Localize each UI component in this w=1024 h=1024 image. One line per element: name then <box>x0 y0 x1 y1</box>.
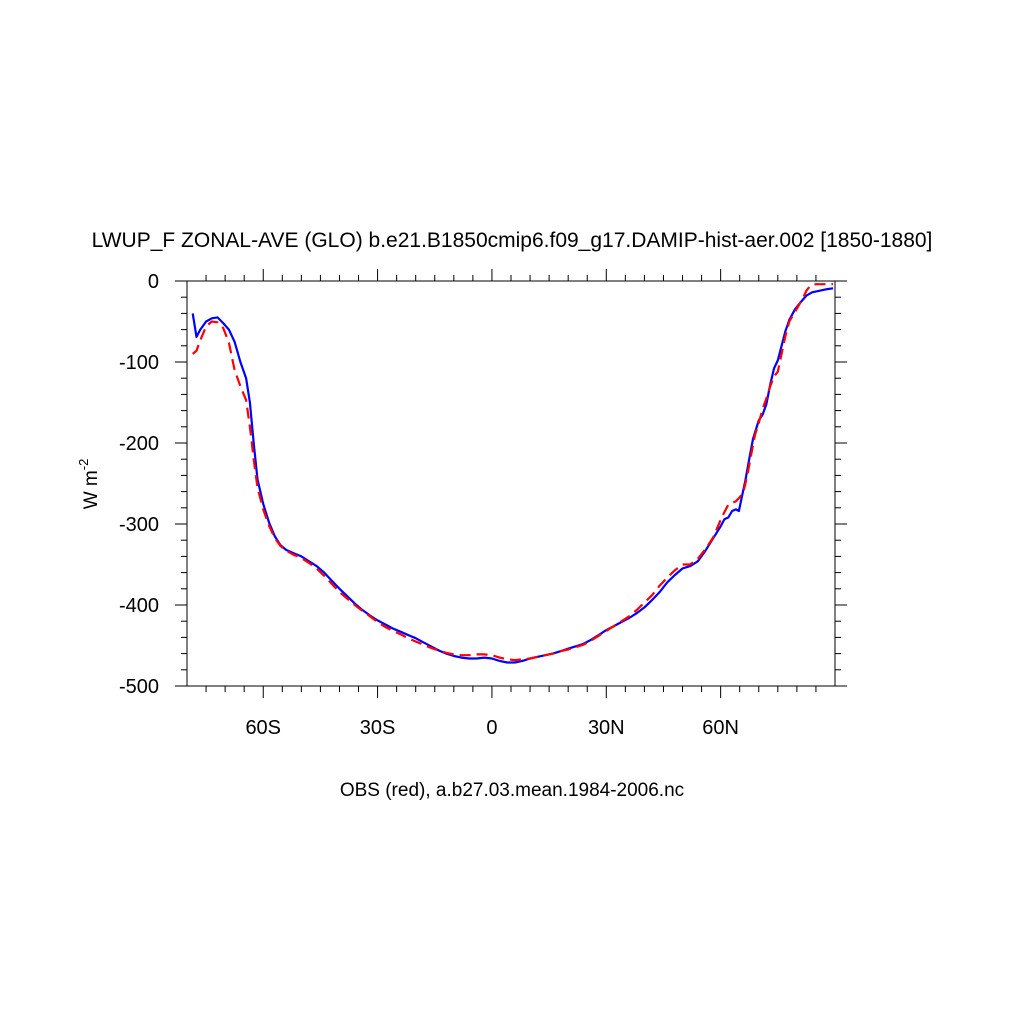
plot-frame <box>186 280 836 687</box>
axis-tick-labels: 60S 30S 0 30N 60N 0 -100 -200 -300 -400 -500 <box>119 271 739 739</box>
obs-series-line <box>191 283 834 662</box>
y-tick-label: -400 <box>119 595 159 617</box>
y-tick-label: -300 <box>119 514 159 536</box>
chart-title: LWUP_F ZONAL-AVE (GLO) b.e21.B1850cmip6.… <box>92 229 933 252</box>
x-tick-label: 30N <box>588 717 625 739</box>
y-axis-label-superscript: -2 <box>76 459 91 471</box>
svg-text:W m-2: W m-2 <box>76 459 102 510</box>
model-series-line <box>191 287 834 664</box>
x-tick-label: 0 <box>486 717 497 739</box>
axis-ticks <box>175 269 847 698</box>
data-series <box>191 283 834 664</box>
x-tick-label: 30S <box>360 717 396 739</box>
x-tick-label: 60N <box>702 717 739 739</box>
y-axis-label: W m-2 <box>76 459 102 510</box>
y-tick-label: -500 <box>119 676 159 698</box>
y-axis-label-text: W m <box>81 470 102 509</box>
chart-subtitle: OBS (red), a.b27.03.mean.1984-2006.nc <box>340 780 684 801</box>
y-tick-label: -100 <box>119 352 159 374</box>
y-tick-label: 0 <box>148 271 159 293</box>
y-tick-label: -200 <box>119 433 159 455</box>
x-tick-label: 60S <box>245 717 281 739</box>
